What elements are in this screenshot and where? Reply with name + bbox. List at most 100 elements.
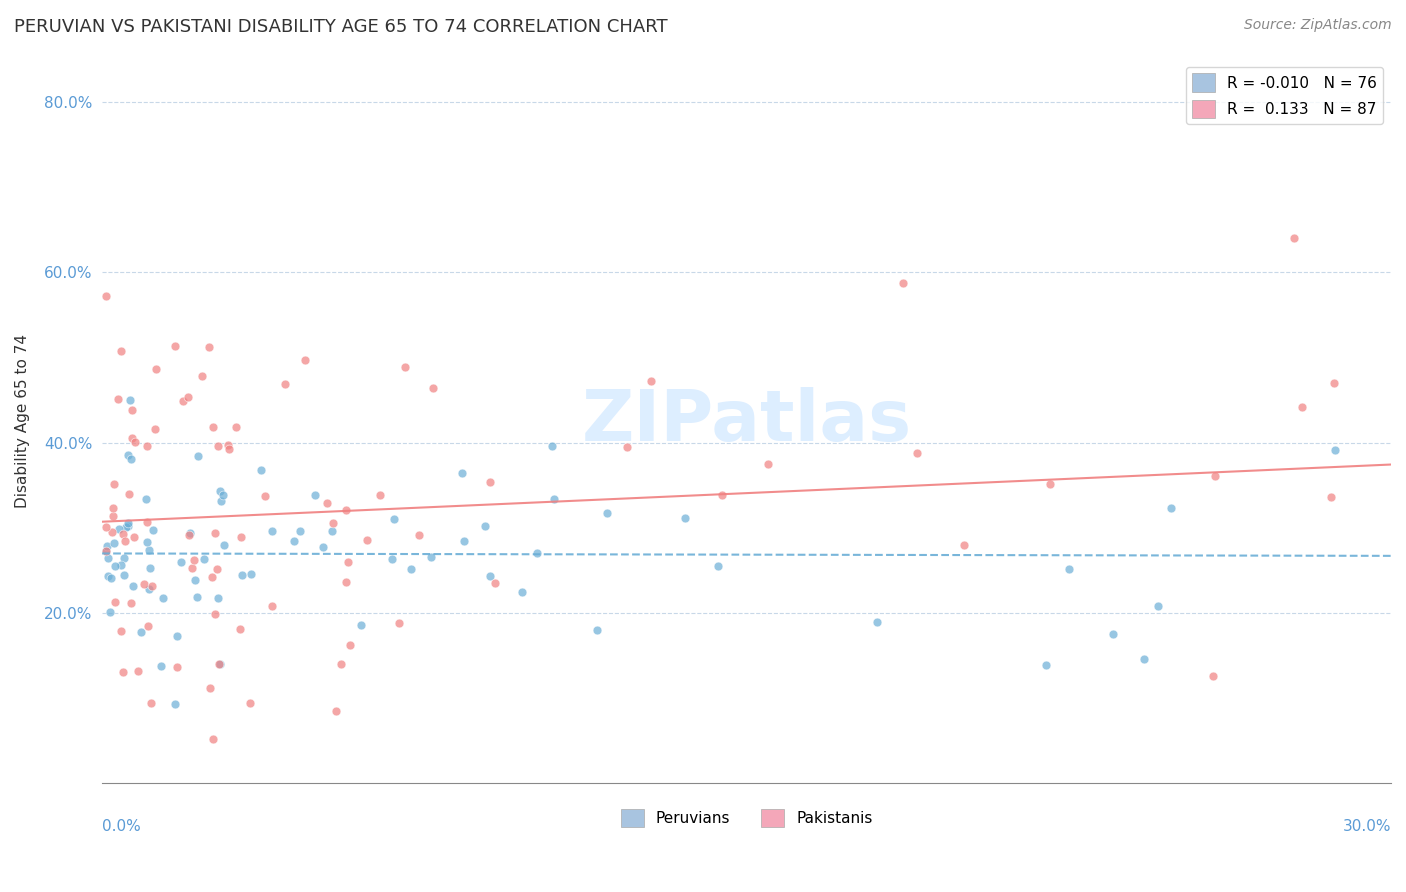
Point bbox=[107, 392, 129, 406]
Point bbox=[184, 573, 207, 587]
Point bbox=[294, 353, 316, 368]
Point bbox=[101, 509, 124, 524]
Point bbox=[129, 624, 152, 639]
Point bbox=[1146, 599, 1168, 613]
Point bbox=[97, 569, 120, 583]
Point bbox=[112, 551, 135, 566]
Point bbox=[1102, 626, 1125, 640]
Point bbox=[122, 579, 145, 593]
Point bbox=[141, 696, 163, 710]
Point bbox=[350, 617, 373, 632]
Point bbox=[96, 289, 118, 303]
Point bbox=[104, 595, 127, 609]
Point bbox=[335, 503, 357, 517]
Point bbox=[103, 536, 125, 550]
Point bbox=[249, 463, 271, 477]
Point bbox=[96, 544, 118, 558]
Point bbox=[198, 340, 221, 354]
Point bbox=[453, 534, 475, 549]
Point bbox=[209, 494, 232, 508]
Point bbox=[1291, 401, 1313, 415]
Point bbox=[335, 575, 357, 590]
Point bbox=[187, 449, 209, 463]
Point bbox=[356, 533, 378, 547]
Point bbox=[422, 381, 444, 395]
Point bbox=[207, 439, 229, 453]
Point bbox=[1133, 652, 1156, 666]
Point bbox=[905, 446, 928, 460]
Point bbox=[368, 488, 391, 502]
Point bbox=[145, 362, 167, 376]
Point bbox=[484, 575, 506, 590]
Point bbox=[152, 591, 174, 605]
Point bbox=[1035, 658, 1057, 673]
Point bbox=[1320, 490, 1343, 504]
Point bbox=[120, 393, 142, 408]
Point bbox=[204, 607, 226, 621]
Point bbox=[96, 543, 118, 558]
Point bbox=[1038, 476, 1060, 491]
Point bbox=[419, 550, 441, 565]
Point bbox=[135, 535, 157, 549]
Point bbox=[290, 524, 312, 538]
Point bbox=[273, 377, 295, 392]
Point bbox=[193, 551, 215, 566]
Point bbox=[96, 539, 118, 553]
Point bbox=[117, 516, 139, 530]
Point bbox=[231, 531, 253, 545]
Point bbox=[474, 519, 496, 533]
Point bbox=[103, 477, 125, 491]
Point bbox=[96, 520, 118, 534]
Point bbox=[179, 526, 201, 541]
Point bbox=[149, 659, 172, 673]
Text: 0.0%: 0.0% bbox=[103, 819, 141, 834]
Point bbox=[382, 512, 405, 526]
Point bbox=[756, 458, 779, 472]
Point bbox=[112, 665, 135, 680]
Point bbox=[479, 475, 502, 489]
Point bbox=[120, 596, 142, 610]
Point bbox=[121, 431, 143, 445]
Point bbox=[401, 562, 423, 576]
Point bbox=[325, 704, 347, 718]
Point bbox=[98, 606, 121, 620]
Point bbox=[304, 487, 326, 501]
Point bbox=[865, 615, 887, 629]
Point bbox=[1160, 501, 1182, 516]
Point bbox=[381, 552, 404, 566]
Text: PERUVIAN VS PAKISTANI DISABILITY AGE 65 TO 74 CORRELATION CHART: PERUVIAN VS PAKISTANI DISABILITY AGE 65 … bbox=[14, 18, 668, 36]
Point bbox=[118, 487, 141, 501]
Point bbox=[311, 540, 333, 554]
Point bbox=[231, 568, 253, 582]
Point bbox=[101, 500, 124, 515]
Point bbox=[640, 374, 662, 388]
Point bbox=[208, 657, 231, 672]
Point bbox=[1057, 562, 1080, 576]
Point bbox=[134, 577, 156, 591]
Point bbox=[114, 534, 136, 549]
Point bbox=[108, 522, 131, 536]
Point bbox=[225, 419, 247, 434]
Point bbox=[526, 546, 548, 560]
Point bbox=[253, 489, 276, 503]
Point bbox=[183, 553, 205, 567]
Point bbox=[127, 664, 149, 678]
Text: 30.0%: 30.0% bbox=[1343, 819, 1391, 834]
Point bbox=[117, 518, 139, 533]
Point bbox=[191, 369, 214, 384]
Point bbox=[135, 491, 157, 506]
Point bbox=[207, 591, 229, 605]
Point bbox=[100, 524, 122, 539]
Point bbox=[953, 538, 976, 552]
Point bbox=[172, 393, 194, 408]
Point bbox=[112, 568, 135, 582]
Point bbox=[201, 570, 224, 584]
Point bbox=[138, 542, 160, 557]
Text: ZIPatlas: ZIPatlas bbox=[582, 387, 911, 456]
Point bbox=[117, 449, 139, 463]
Point bbox=[316, 495, 339, 509]
Point bbox=[110, 558, 132, 572]
Point bbox=[198, 681, 221, 696]
Point bbox=[595, 506, 617, 520]
Point bbox=[218, 442, 240, 457]
